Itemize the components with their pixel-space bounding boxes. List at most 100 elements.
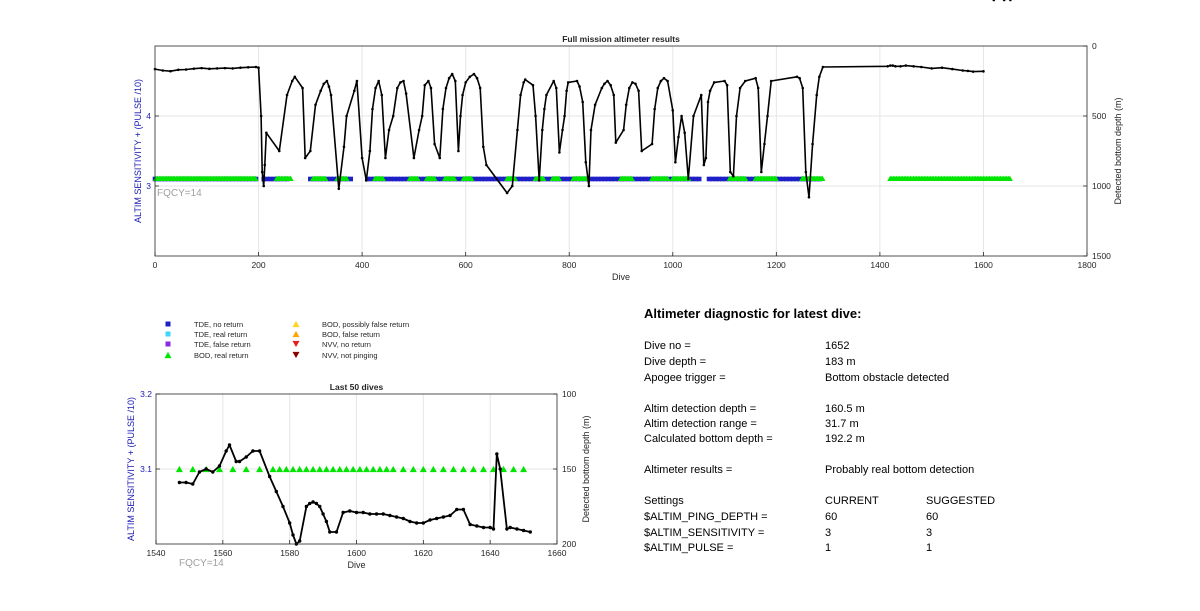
bottom-depth-point bbox=[640, 149, 644, 153]
bottom-depth-point bbox=[450, 72, 454, 76]
diagnostic-row-altim-detection-range: Altim detection range = 31.7 m bbox=[644, 418, 1164, 432]
bottom-depth-point bbox=[677, 135, 680, 139]
bottom-depth-point bbox=[348, 509, 352, 513]
tde-no-return-marker bbox=[525, 176, 530, 182]
tde-no-return-marker bbox=[716, 176, 722, 182]
bottom-depth-point bbox=[475, 524, 479, 528]
bottom-depth-point bbox=[368, 512, 372, 516]
y2-tick-label: 200 bbox=[562, 539, 576, 549]
bottom-depth-point bbox=[239, 66, 242, 69]
legend-marker-square bbox=[165, 321, 171, 327]
bottom-depth-point bbox=[254, 65, 258, 69]
tde-no-return-marker bbox=[568, 176, 574, 182]
bottom-depth-point bbox=[361, 510, 365, 515]
bottom-depth-point bbox=[293, 75, 297, 79]
bottom-depth-point bbox=[930, 67, 933, 70]
bod-real-return-marker bbox=[451, 175, 458, 181]
bottom-depth-point bbox=[581, 100, 584, 104]
bottom-depth-point bbox=[631, 81, 634, 84]
legend-label: BOD, possibly false return bbox=[322, 320, 409, 329]
bod-real-return-marker bbox=[342, 465, 350, 473]
bottom-depth-point bbox=[920, 65, 923, 69]
bottom-depth-point bbox=[561, 128, 564, 132]
y2-tick-label: 1000 bbox=[1092, 181, 1111, 191]
bottom-depth-point bbox=[448, 513, 452, 518]
bod-real-return-marker bbox=[369, 465, 377, 473]
bottom-depth-point bbox=[763, 142, 766, 146]
bottom-depth-point bbox=[760, 170, 763, 174]
full-mission-chart: 0 200 400 600 800 1000 1200 1400 1600 1800 3 4 0 500 1… bbox=[133, 0, 1123, 282]
x-tick-label: 1800 bbox=[1078, 260, 1097, 270]
tde-no-return-marker bbox=[271, 176, 277, 182]
bottom-depth-point bbox=[508, 525, 512, 530]
bod-real-return-marker bbox=[742, 175, 749, 181]
bottom-depth-point bbox=[468, 522, 472, 527]
bottom-depth-point bbox=[899, 65, 902, 68]
bottom-depth-point bbox=[441, 107, 445, 111]
bottom-depth-point bbox=[401, 516, 405, 521]
bottom-depth-point bbox=[659, 79, 663, 83]
diagnostic-label: Altim detection depth = bbox=[644, 403, 757, 415]
bottom-depth-point bbox=[427, 79, 430, 83]
bottom-depth-point bbox=[197, 470, 202, 474]
bottom-depth-point bbox=[653, 107, 656, 111]
bottom-depth-point bbox=[408, 519, 412, 524]
tde-no-return-marker bbox=[784, 176, 789, 182]
bottom-depth-point bbox=[290, 79, 294, 83]
bottom-depth-point bbox=[894, 65, 897, 68]
bottom-depth-point bbox=[627, 86, 631, 90]
diagnostic-label: Dive no = bbox=[644, 340, 691, 352]
bottom-depth-point bbox=[211, 470, 215, 474]
bottom-depth-point bbox=[396, 86, 399, 90]
bottom-depth-point bbox=[534, 114, 537, 118]
x-tick-label: 1620 bbox=[414, 548, 433, 558]
tde-no-return-marker bbox=[609, 176, 614, 182]
bottom-depth-point bbox=[259, 114, 263, 118]
tde-no-return-marker bbox=[486, 176, 491, 182]
bottom-depth-point bbox=[971, 70, 975, 73]
bottom-depth-point bbox=[177, 68, 180, 72]
bottom-depth-point bbox=[223, 66, 227, 70]
y2-tick-label: 0 bbox=[1092, 41, 1097, 51]
bottom-depth-point bbox=[308, 501, 312, 506]
bottom-depth-point bbox=[267, 474, 272, 479]
bottom-depth-point bbox=[543, 107, 546, 111]
tde-no-return-marker bbox=[545, 176, 551, 182]
tde-no-return-marker bbox=[713, 176, 719, 182]
bottom-depth-point bbox=[324, 519, 329, 524]
bottom-depth-point bbox=[801, 86, 805, 90]
tde-no-return-marker bbox=[391, 176, 397, 182]
diagnostic-row-apogee-trigger: Apogee trigger = Bottom obstacle detecte… bbox=[644, 372, 1164, 386]
legend-marker-square bbox=[165, 341, 171, 347]
legend-marker-triangle bbox=[292, 351, 300, 359]
legend-label: BOD, real return bbox=[194, 351, 249, 360]
bod-real-return-marker bbox=[343, 175, 350, 181]
diagnostic-value: CURRENT bbox=[825, 495, 879, 507]
bottom-depth-point bbox=[488, 525, 492, 530]
tde-no-return-marker bbox=[398, 176, 404, 182]
tde-no-return-marker bbox=[479, 176, 485, 182]
bod-real-return-marker bbox=[510, 465, 518, 473]
y2-tick-label: 100 bbox=[562, 389, 576, 399]
bottom-depth-point bbox=[982, 70, 985, 73]
legend-label: NVV, no return bbox=[322, 340, 371, 349]
x-tick-label: 1600 bbox=[347, 548, 366, 558]
bottom-depth-point bbox=[743, 79, 747, 83]
bottom-depth-point bbox=[257, 449, 262, 453]
bod-real-return-marker bbox=[419, 465, 427, 473]
tde-no-return-marker bbox=[646, 176, 652, 182]
bottom-depth-point bbox=[766, 114, 769, 118]
bottom-depth-point bbox=[345, 114, 348, 118]
bottom-depth-point bbox=[414, 521, 419, 525]
bottom-depth-point bbox=[457, 149, 460, 153]
bottom-depth-point bbox=[951, 67, 954, 71]
tde-no-return-marker bbox=[747, 176, 752, 182]
bod-real-return-marker bbox=[540, 175, 547, 181]
fqcy-annotation: FQCY=14 bbox=[157, 188, 202, 199]
diagnostic-suggested: 60 bbox=[926, 511, 939, 523]
bottom-depth-point bbox=[301, 86, 304, 90]
bod-real-return-marker bbox=[322, 175, 329, 181]
bottom-depth-point bbox=[311, 500, 315, 504]
legend-label: TDE, false return bbox=[194, 340, 251, 349]
